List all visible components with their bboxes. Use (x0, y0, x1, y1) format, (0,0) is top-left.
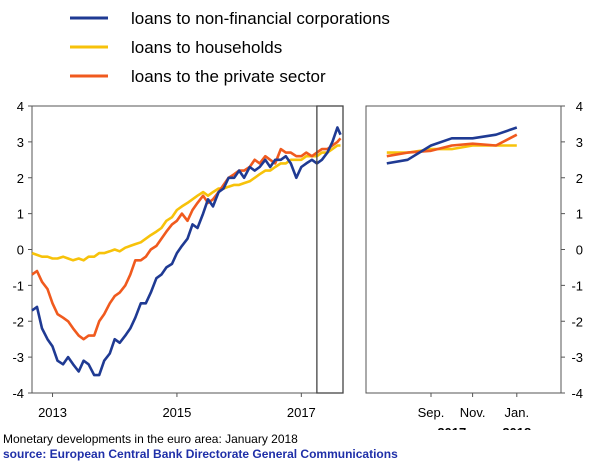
legend-label: loans to households (131, 38, 282, 57)
y-tick-label: -1 (571, 278, 583, 293)
chart: loans to non-financial corporations loans… (12, 9, 583, 430)
y-tick-label: 0 (576, 243, 583, 258)
y-tick-label: -4 (12, 386, 24, 401)
y-tick-label: 2 (576, 171, 583, 186)
x-year-label: 2018 (502, 425, 531, 430)
series-line (31, 137, 342, 341)
y-tick-label: 3 (576, 135, 583, 150)
x-tick-label: Sep. (418, 405, 445, 420)
y-tick-label: 2 (17, 171, 24, 186)
x-tick-label: 2017 (287, 405, 316, 420)
y-tick-label: 4 (17, 99, 24, 114)
y-tick-label: -1 (12, 278, 24, 293)
y-tick-label: -3 (12, 350, 24, 365)
y-tick-label: 1 (576, 207, 583, 222)
legend-label: loans to the private sector (131, 67, 326, 86)
legend-label: loans to non-financial corporations (131, 9, 390, 28)
plot-frame (365, 105, 562, 394)
y-tick-label: 1 (17, 207, 24, 222)
y-tick-label: -4 (571, 386, 583, 401)
right-panel: -4 -3 -2 -1 0 1 2 3 4 Sep. Nov. Jan. 2017 2018 (365, 99, 583, 430)
figure-caption: Monetary developments in the euro area: … (3, 432, 298, 446)
left-panel: -4 -3 -2 -1 0 1 2 3 4 2013 2015 2017 (12, 99, 344, 420)
series-line (386, 126, 518, 165)
y-tick-label: -2 (571, 314, 583, 329)
x-tick-label: 2015 (162, 405, 191, 420)
y-tick-label: 3 (17, 135, 24, 150)
highlight-box (316, 105, 344, 394)
x-year-label: 2017 (437, 425, 466, 430)
legend: loans to non-financial corporations loans… (70, 9, 390, 86)
series-line (31, 144, 341, 262)
y-tick-label: -2 (12, 314, 24, 329)
series-line (31, 126, 342, 377)
x-tick-label: Nov. (460, 405, 486, 420)
x-tick-label: Jan. (505, 405, 530, 420)
y-tick-label: 4 (576, 99, 583, 114)
y-tick-label: -3 (571, 350, 583, 365)
y-tick-label: 0 (17, 243, 24, 258)
plot-frame (31, 105, 344, 394)
x-tick-label: 2013 (38, 405, 67, 420)
source-link[interactable]: source: European Central Bank Directorat… (3, 447, 398, 461)
series-line (386, 133, 518, 158)
